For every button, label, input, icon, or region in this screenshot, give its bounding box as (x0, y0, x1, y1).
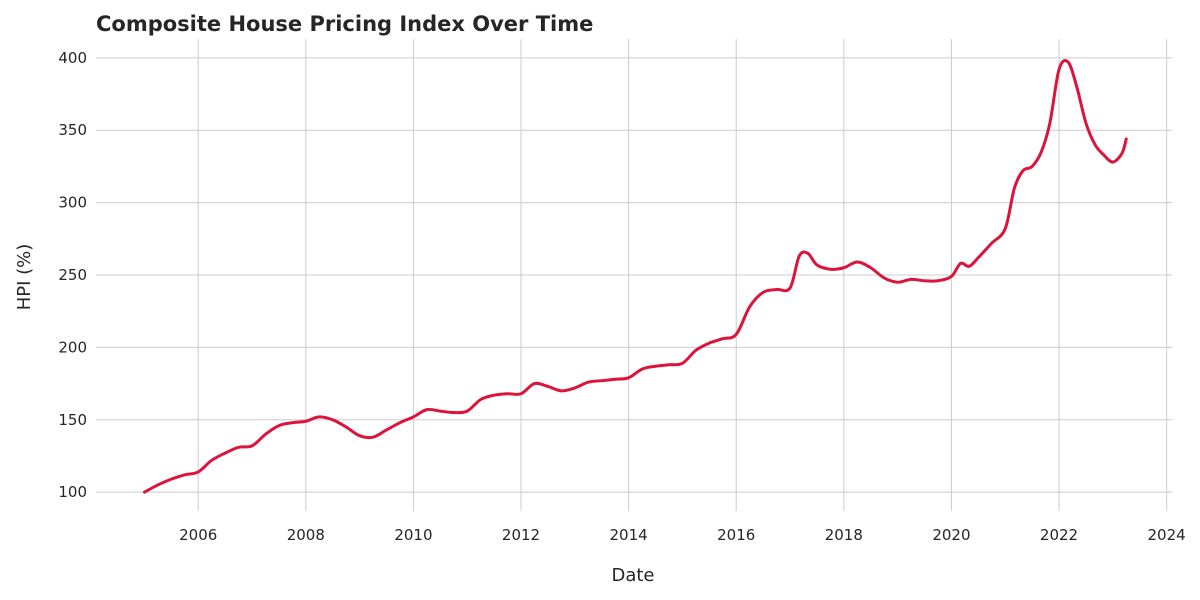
y-tick-label: 100 (58, 483, 87, 501)
x-tick-label: 2008 (287, 526, 325, 544)
line-layer (142, 59, 1128, 494)
x-tick-label: 2018 (825, 526, 863, 544)
x-tick-label: 2020 (932, 526, 970, 544)
x-tick-label: 2006 (179, 526, 217, 544)
y-tick-label: 400 (58, 49, 87, 67)
y-tick-label: 350 (58, 121, 87, 139)
series-line (142, 59, 1128, 494)
y-tick-label: 150 (58, 411, 87, 429)
x-tick-label: 2024 (1148, 526, 1186, 544)
x-tick-label: 2016 (717, 526, 755, 544)
x-tick-label: 2010 (394, 526, 432, 544)
x-tick-label: 2012 (502, 526, 540, 544)
y-tick-label: 250 (58, 266, 87, 284)
x-axis-label: Date (611, 565, 654, 586)
tick-layer: 2006 2008 2010 2012 2014 2016 2018 2020 2022 2024… (58, 49, 1185, 544)
chart-title: Composite House Pricing Index Over Time (96, 12, 593, 36)
x-tick-label: 2014 (610, 526, 648, 544)
x-tick-label: 2022 (1040, 526, 1078, 544)
y-tick-label: 300 (58, 194, 87, 212)
y-tick-label: 200 (58, 338, 87, 356)
grid-layer (96, 39, 1172, 511)
y-axis-label: HPI (%) (14, 244, 35, 311)
